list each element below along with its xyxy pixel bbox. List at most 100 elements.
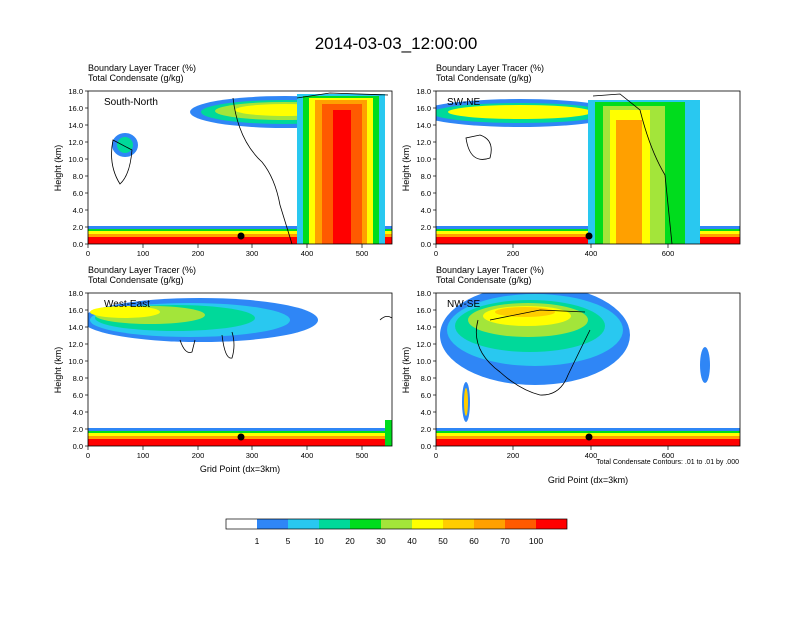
y-tick-label: 6.0 [73, 391, 83, 400]
x-tick-label: 200 [507, 451, 520, 460]
colorbar-label: 5 [286, 536, 291, 546]
x-tick-label: 600 [662, 451, 675, 460]
x-tick-label: 300 [246, 451, 259, 460]
x-tick-label: 400 [301, 249, 314, 258]
condensate-contour [111, 92, 389, 244]
y-tick-label: 2.0 [73, 223, 83, 232]
y-tick-label: 14.0 [68, 323, 83, 332]
x-tick-label: 200 [192, 451, 205, 460]
colorbar-label: 40 [407, 536, 417, 546]
anvil-cloud [495, 307, 555, 317]
y-tick-label: 18.0 [416, 87, 431, 96]
x-tick-label: 0 [86, 249, 90, 258]
panel-header-condensate: Total Condensate (g/kg) [88, 73, 184, 83]
field-layer [436, 293, 740, 446]
y-tick-label: 0.0 [73, 240, 83, 249]
y-tick-label: 10.0 [68, 155, 83, 164]
convective-core [616, 120, 642, 244]
isolated-cloud [700, 347, 710, 383]
x-tick-label: 500 [356, 451, 369, 460]
panel-sw-ne: Boundary Layer Tracer (%) Total Condensa… [401, 63, 741, 258]
y-tick-label: 12.0 [416, 340, 431, 349]
y-tick-label: 18.0 [416, 289, 431, 298]
x-axis-label: Grid Point (dx=3km) [548, 475, 628, 485]
panel-header-tracer: Boundary Layer Tracer (%) [436, 63, 544, 73]
y-tick-label: 4.0 [421, 408, 431, 417]
field-layer [88, 293, 392, 446]
y-tick-label: 10.0 [416, 357, 431, 366]
colorbar: 1 5 10 20 30 40 50 60 70 100 [225, 518, 568, 546]
condensate-contour [465, 93, 673, 244]
location-marker [585, 433, 593, 441]
isolated-cloud [464, 388, 468, 416]
x-ticks: 0 100 200 300 400 500 [86, 244, 368, 258]
y-tick-label: 12.0 [68, 138, 83, 147]
colorbar-swatch [257, 519, 288, 529]
boundary-layer-band [88, 439, 392, 446]
y-tick-label: 14.0 [416, 323, 431, 332]
x-tick-label: 500 [356, 249, 369, 258]
y-tick-label: 16.0 [68, 104, 83, 113]
y-tick-label: 2.0 [421, 223, 431, 232]
plot-frame [87, 292, 393, 447]
y-axis-label: Height (km) [53, 145, 63, 192]
y-tick-label: 8.0 [73, 374, 83, 383]
y-tick-label: 0.0 [73, 442, 83, 451]
x-ticks: 0 200 400 600 [434, 446, 674, 460]
colorbar-swatch [505, 519, 536, 529]
y-ticks: 0.0 2.0 4.0 6.0 8.0 10.0 12.0 14.0 16.0 … [416, 87, 436, 249]
x-tick-label: 0 [434, 451, 438, 460]
y-tick-label: 10.0 [416, 155, 431, 164]
colorbar-label: 20 [345, 536, 355, 546]
y-tick-label: 12.0 [416, 138, 431, 147]
y-tick-label: 8.0 [421, 172, 431, 181]
x-tick-label: 400 [585, 451, 598, 460]
boundary-layer-band [436, 439, 740, 446]
y-tick-label: 18.0 [68, 87, 83, 96]
panel-header-tracer: Boundary Layer Tracer (%) [88, 63, 196, 73]
anvil-cloud [90, 306, 160, 318]
section-label: NW-SE [447, 299, 480, 310]
y-tick-label: 8.0 [73, 172, 83, 181]
x-ticks: 0 200 400 600 [434, 244, 674, 258]
plot-frame [435, 292, 741, 447]
y-ticks: 0.0 2.0 4.0 6.0 8.0 10.0 12.0 14.0 16.0 … [416, 289, 436, 451]
panel-header-condensate: Total Condensate (g/kg) [436, 275, 532, 285]
x-ticks: 0 100 200 300 400 500 [86, 446, 368, 460]
colorbar-swatch [381, 519, 412, 529]
y-ticks: 0.0 2.0 4.0 6.0 8.0 10.0 12.0 14.0 16.0 … [68, 289, 88, 451]
plot-frame [435, 90, 741, 245]
y-axis-label: Height (km) [401, 347, 411, 394]
y-tick-label: 4.0 [73, 206, 83, 215]
field-layer [436, 91, 740, 244]
x-tick-label: 100 [137, 249, 150, 258]
x-tick-label: 0 [86, 451, 90, 460]
y-tick-label: 6.0 [73, 189, 83, 198]
colorbar-label: 50 [438, 536, 448, 546]
x-tick-label: 200 [192, 249, 205, 258]
colorbar-swatch [536, 519, 567, 529]
colorbar-label: 60 [469, 536, 479, 546]
y-axis-label: Height (km) [401, 145, 411, 192]
colorbar-label: 70 [500, 536, 510, 546]
y-tick-label: 2.0 [73, 425, 83, 434]
convective-core [385, 420, 392, 446]
x-tick-label: 400 [585, 249, 598, 258]
x-tick-label: 0 [434, 249, 438, 258]
y-tick-label: 16.0 [416, 306, 431, 315]
y-tick-label: 10.0 [68, 357, 83, 366]
panel-nw-se: Boundary Layer Tracer (%) Total Condensa… [401, 265, 741, 485]
contour-footnote: Total Condensate Contours: .01 to .01 by… [596, 459, 739, 466]
y-tick-label: 8.0 [421, 374, 431, 383]
colorbar-label: 100 [529, 536, 543, 546]
y-tick-label: 0.0 [421, 240, 431, 249]
colorbar-label: 1 [255, 536, 260, 546]
panel-header-condensate: Total Condensate (g/kg) [88, 275, 184, 285]
field-layer [88, 91, 392, 244]
y-tick-label: 16.0 [416, 104, 431, 113]
isolated-cloud [117, 137, 133, 153]
location-marker [237, 433, 245, 441]
section-label: West-East [104, 299, 150, 310]
colorbar-swatch [226, 519, 257, 529]
condensate-contour [475, 309, 591, 396]
